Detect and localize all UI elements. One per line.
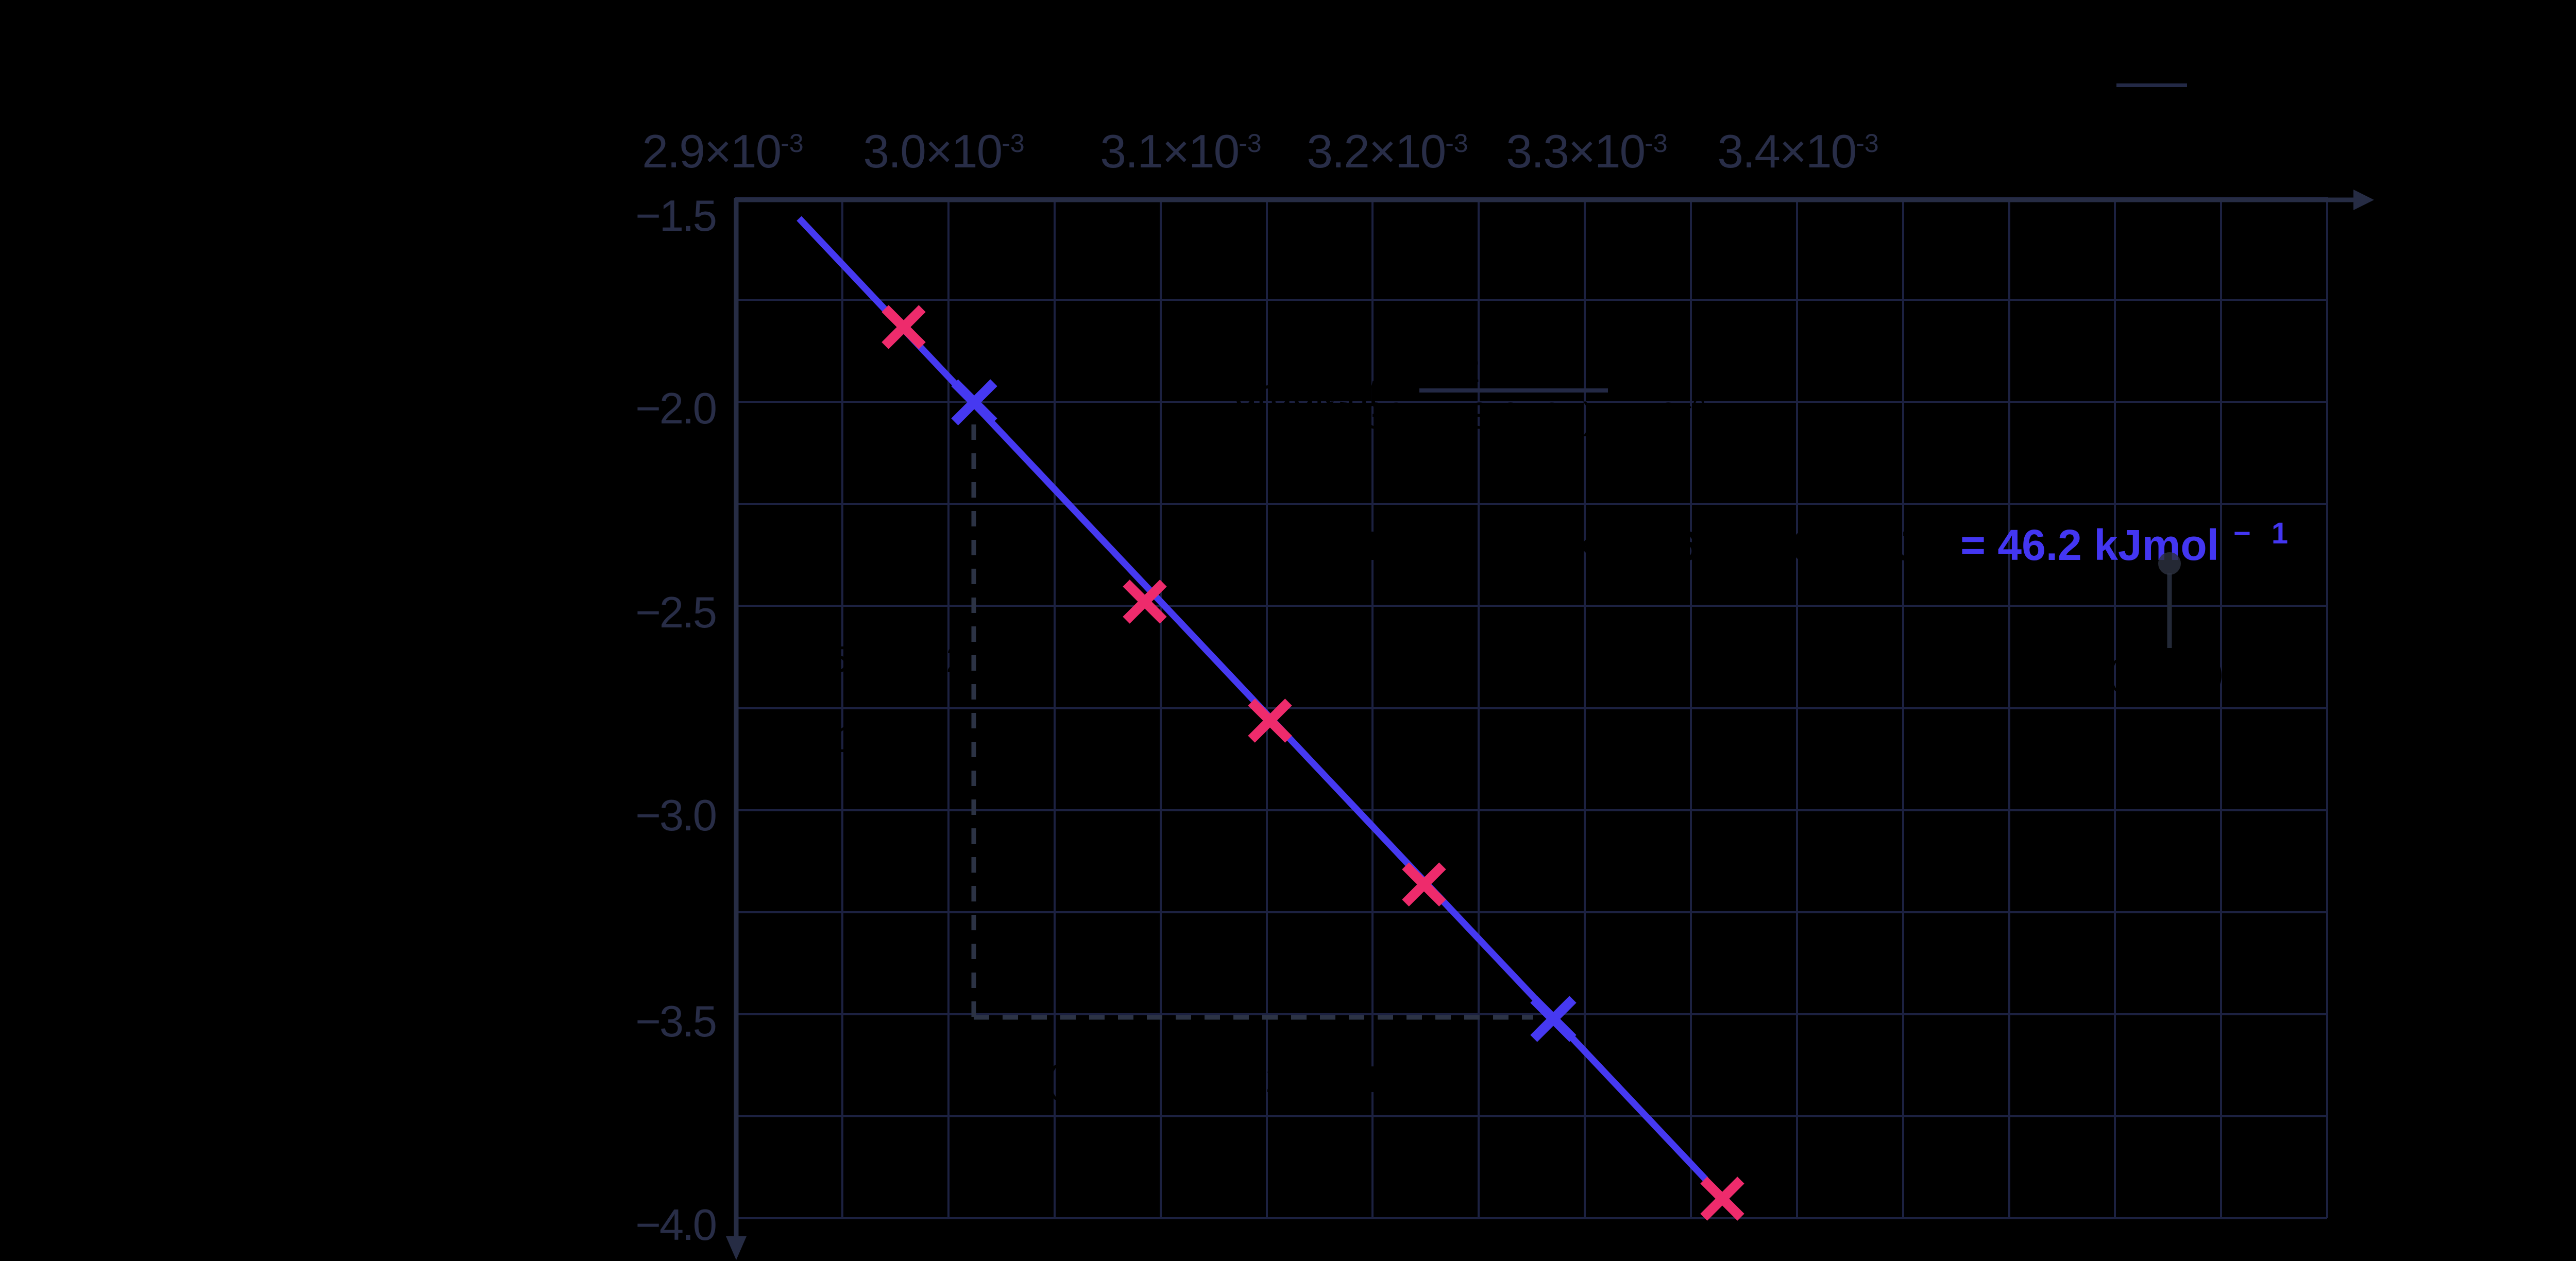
svg-text:−3.52 − (−2.00): −3.52 − (−2.00) xyxy=(1386,349,1641,390)
svg-text:3.1×10-3: 3.1×10-3 xyxy=(1100,126,1261,178)
svg-text:= 3.125 × 10−4: = 3.125 × 10−4 xyxy=(1030,1130,1266,1173)
svg-text:= 46.2 kJmol−1: = 46.2 kJmol −1 xyxy=(1960,517,2309,569)
svg-text:1.52: 1.52 xyxy=(835,719,907,760)
svg-text:−2.5: −2.5 xyxy=(635,588,716,637)
svg-text:−3.0: −3.0 xyxy=(635,791,716,840)
svg-text:(3 s.f.): (3 s.f.) xyxy=(2107,654,2227,691)
svg-text:−3.52 − (−2): −3.52 − (−2) xyxy=(776,639,979,680)
svg-text:1: 1 xyxy=(2141,42,2163,87)
svg-text:3.3×10-3: 3.3×10-3 xyxy=(1506,126,1667,178)
svg-text:(3.325 − 3.0125) × 10−3: (3.325 − 3.0125) × 10−3 xyxy=(1046,1057,1430,1100)
svg-text:−3.5: −3.5 xyxy=(635,997,716,1046)
svg-text:Ea = −8.31 × −5560 = 46212 J: Ea = −8.31 × −5560 = 46212 J xyxy=(1365,523,1918,575)
svg-text:T: T xyxy=(2140,92,2164,138)
svg-text:ln k: ln k xyxy=(652,76,717,122)
svg-text:(3.325 − 3.0125) × 10−3: (3.325 − 3.0125) × 10−3 xyxy=(1322,394,1706,437)
svg-text:(K⁻¹): (K⁻¹) xyxy=(2201,75,2276,113)
svg-text:−2.0: −2.0 xyxy=(635,384,716,433)
svg-text:gradient =: gradient = xyxy=(1234,370,1414,416)
svg-text:−4.0: −4.0 xyxy=(635,1201,716,1250)
svg-text:2.9×10-3: 2.9×10-3 xyxy=(642,126,803,178)
svg-text:3.2×10-3: 3.2×10-3 xyxy=(1307,126,1468,178)
svg-text:−1.5: −1.5 xyxy=(635,192,716,241)
svg-text:3.4×10-3: 3.4×10-3 xyxy=(1717,126,1878,178)
svg-text:3.0×10-3: 3.0×10-3 xyxy=(863,126,1024,178)
